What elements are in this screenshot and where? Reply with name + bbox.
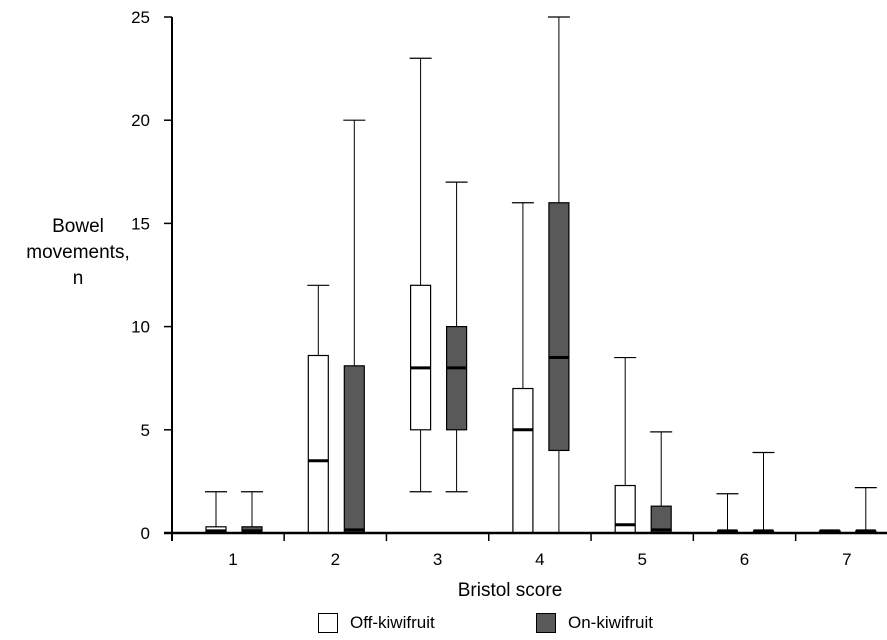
- box-on-kiwifruit-2: [343, 365, 365, 534]
- x-tick-label-7: 7: [842, 550, 851, 569]
- x-tick-label-1: 1: [228, 550, 237, 569]
- box-off-kiwifruit-4: [512, 387, 534, 534]
- y-tick-label-20: 20: [131, 111, 150, 130]
- legend: Off-kiwifruit On-kiwifruit: [0, 613, 887, 640]
- legend-swatch-off-kiwifruit: [318, 613, 338, 633]
- legend-item-off-kiwifruit: Off-kiwifruit: [318, 613, 435, 633]
- box-off-kiwifruit-3: [410, 284, 432, 431]
- y-tick-label-15: 15: [131, 214, 150, 233]
- box-on-kiwifruit-4: [548, 202, 570, 452]
- x-tick-label-4: 4: [535, 550, 544, 569]
- x-tick-label-3: 3: [433, 550, 442, 569]
- legend-label-off-kiwifruit: Off-kiwifruit: [350, 613, 435, 632]
- x-tick-label-6: 6: [740, 550, 749, 569]
- y-tick-label-25: 25: [131, 8, 150, 27]
- y-axis-label: Bowel movements, n: [18, 214, 138, 292]
- legend-label-on-kiwifruit: On-kiwifruit: [568, 613, 654, 632]
- box-off-kiwifruit-2: [307, 354, 329, 534]
- y-axis-label-line-2: movements,: [26, 242, 130, 263]
- legend-item-on-kiwifruit: On-kiwifruit: [536, 613, 653, 633]
- y-tick-label-0: 0: [141, 524, 150, 543]
- y-axis-label-line-3: n: [72, 268, 84, 289]
- y-tick-label-5: 5: [141, 421, 150, 440]
- y-axis-label-line-1: Bowel: [52, 216, 104, 237]
- box-on-kiwifruit-3: [446, 326, 468, 431]
- legend-swatch-on-kiwifruit: [536, 613, 556, 633]
- y-tick-label-10: 10: [131, 318, 150, 337]
- x-tick-label-2: 2: [331, 550, 340, 569]
- x-tick-label-5: 5: [637, 550, 646, 569]
- x-axis-label: Bristol score: [457, 580, 563, 601]
